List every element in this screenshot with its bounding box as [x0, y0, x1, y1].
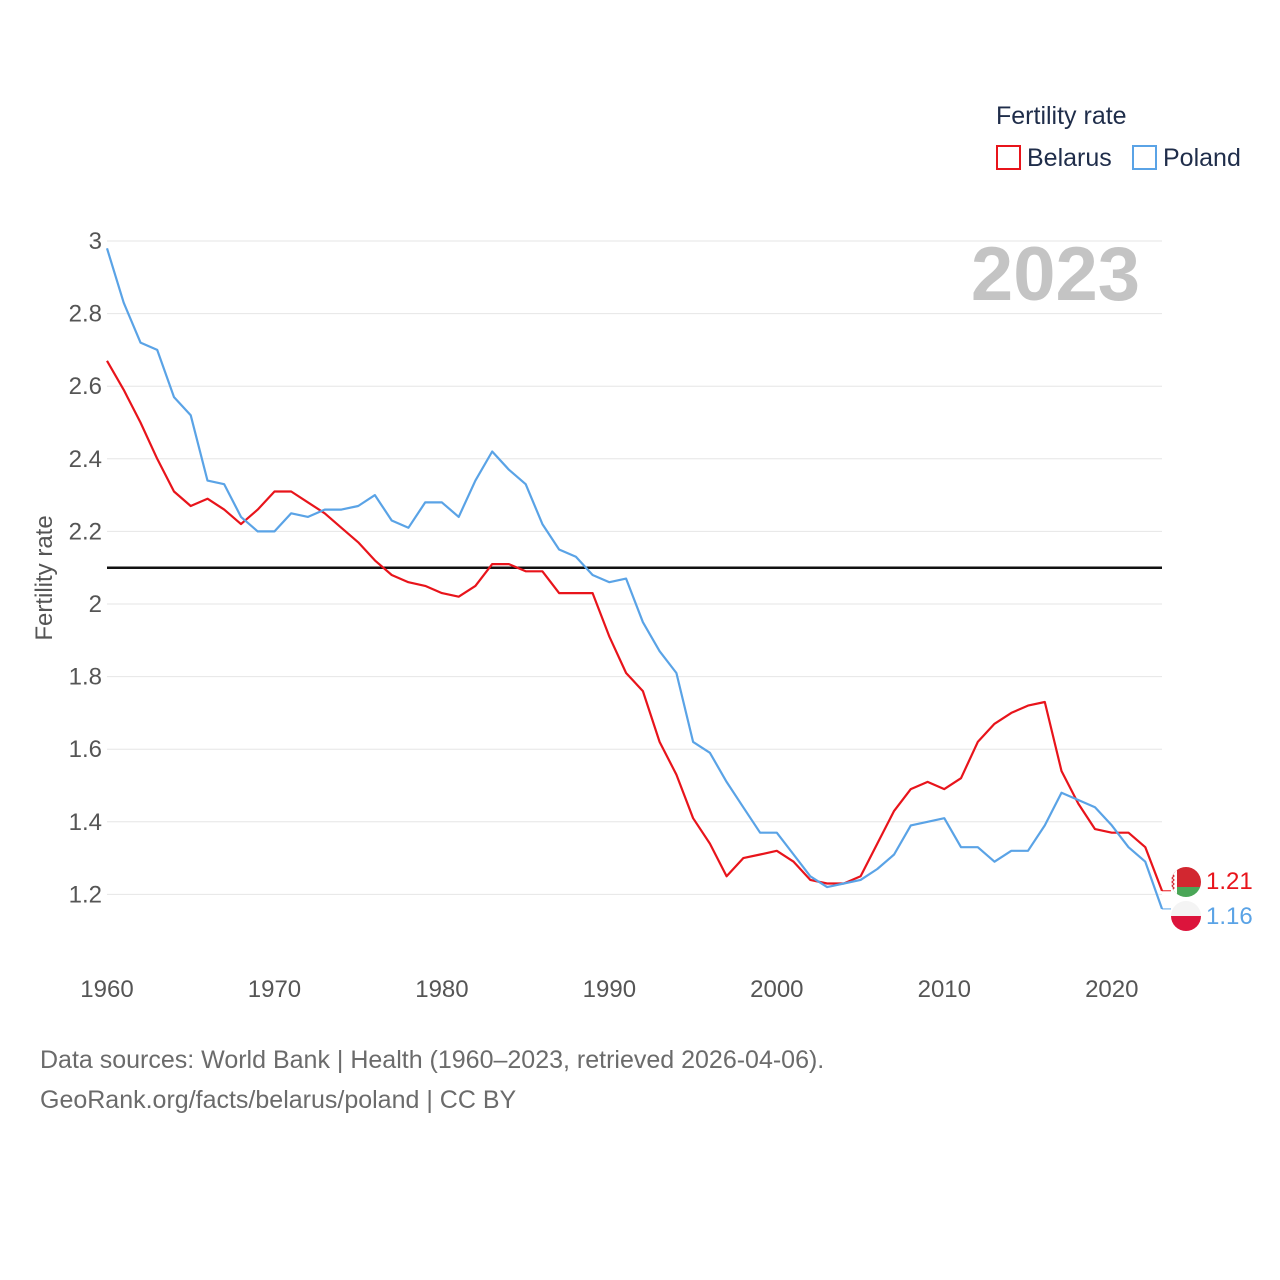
y-tick-label: 2.8 — [69, 301, 102, 328]
legend-title: Fertility rate — [996, 102, 1127, 130]
x-tick-label: 1980 — [415, 976, 468, 1003]
belarus-end-value: 1.21 — [1206, 868, 1253, 895]
x-tick-label: 2000 — [750, 976, 803, 1003]
x-tick-label: 2020 — [1085, 976, 1138, 1003]
x-tick-label: 1970 — [248, 976, 301, 1003]
y-axis-ticks: 1.2 1.4 1.6 1.8 2 2.2 2.4 2.6 2.8 3 — [69, 228, 102, 908]
data-sources-text: Data sources: World Bank | Health (1960–… — [40, 1046, 825, 1074]
x-axis-ticks: 1960 1970 1980 1990 2000 2010 2020 — [80, 976, 1138, 1003]
y-tick-label: 2.6 — [69, 373, 102, 400]
y-tick-label: 2.4 — [69, 446, 102, 473]
y-tick-label: 1.2 — [69, 881, 102, 908]
y-tick-label: 2 — [89, 591, 102, 618]
belarus-flag-icon — [1171, 867, 1201, 897]
credit-text: GeoRank.org/facts/belarus/poland | CC BY — [40, 1086, 517, 1114]
y-tick-label: 1.6 — [69, 736, 102, 763]
legend-label-poland: Poland — [1163, 144, 1241, 172]
legend-label-belarus: Belarus — [1027, 144, 1112, 172]
y-tick-label: 1.4 — [69, 809, 102, 836]
x-tick-label: 2010 — [918, 976, 971, 1003]
y-tick-label: 2.2 — [69, 518, 102, 545]
chart-footer: Data sources: World Bank | Health (1960–… — [40, 1040, 824, 1120]
poland-end-value: 1.16 — [1206, 903, 1253, 930]
series-lines — [105, 247, 1171, 910]
series-line-poland — [105, 247, 1164, 910]
y-axis-label: Fertility rate — [31, 515, 58, 640]
current-year-label: 2023 — [971, 232, 1140, 317]
series-line-belarus — [106, 360, 1164, 892]
x-tick-label: 1990 — [583, 976, 636, 1003]
gridlines — [107, 240, 1162, 895]
y-tick-label: 3 — [89, 228, 102, 255]
poland-flag-icon — [1171, 901, 1201, 931]
y-tick-label: 1.8 — [69, 664, 102, 691]
legend-swatch-belarus — [996, 145, 1021, 170]
legend-swatch-poland — [1132, 145, 1157, 170]
x-tick-label: 1960 — [80, 976, 133, 1003]
